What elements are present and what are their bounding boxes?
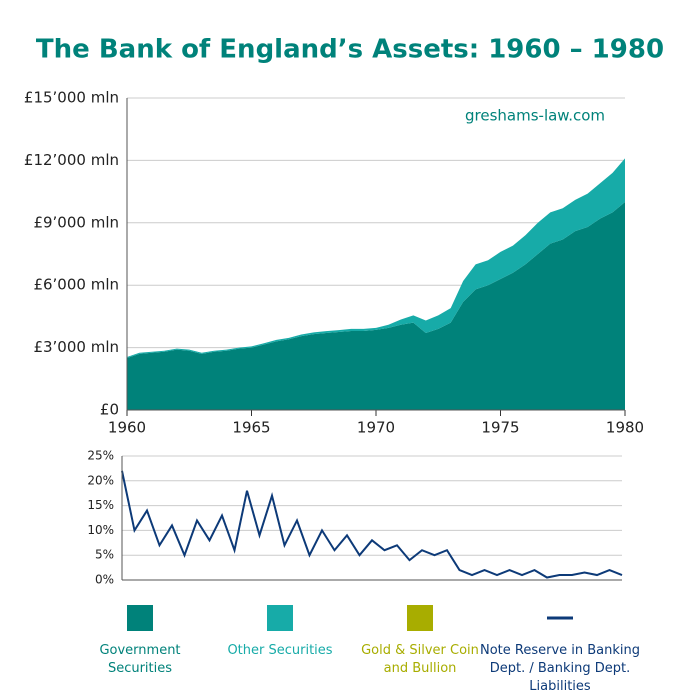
area: [127, 202, 625, 410]
y-tick-label: £3’000 mln: [33, 338, 119, 356]
legend-label: Government Securities: [99, 643, 181, 676]
y-tick-label: 15%: [87, 498, 114, 512]
x-tick-label: 1965: [232, 419, 270, 437]
legend-label: Note Reserve in Banking Dept. / Banking …: [479, 643, 641, 694]
legend-swatch: [127, 605, 153, 631]
x-tick-label: 1975: [481, 419, 519, 437]
source: greshams-law.com: [465, 107, 605, 125]
x-tick-label: 1970: [357, 419, 395, 437]
y-tick-label: 25%: [87, 449, 114, 463]
x-tick-label: 1980: [606, 419, 644, 437]
legend-label: Gold & Silver Coin and Bullion: [361, 643, 479, 676]
legend-swatch: [267, 605, 293, 631]
y-tick-label: £0: [100, 401, 119, 419]
y-tick-label: 0%: [95, 573, 114, 587]
y-tick-label: £9’000 mln: [33, 213, 119, 231]
y-tick-label: 10%: [87, 523, 114, 537]
legend-label: Other Securities: [227, 643, 333, 658]
x-tick-label: 1960: [108, 419, 146, 437]
y-tick-label: 5%: [95, 548, 114, 562]
y-tick-label: £12’000 mln: [24, 151, 119, 169]
y-tick-label: £6’000 mln: [33, 276, 119, 294]
chart-title: The Bank of England’s Assets: 1960 – 198…: [36, 35, 664, 65]
area: [127, 158, 625, 358]
y-tick-label: £15’000 mln: [24, 89, 119, 107]
y-tick-label: 20%: [87, 473, 114, 487]
line: [121, 470, 623, 579]
legend-swatch: [407, 605, 433, 631]
